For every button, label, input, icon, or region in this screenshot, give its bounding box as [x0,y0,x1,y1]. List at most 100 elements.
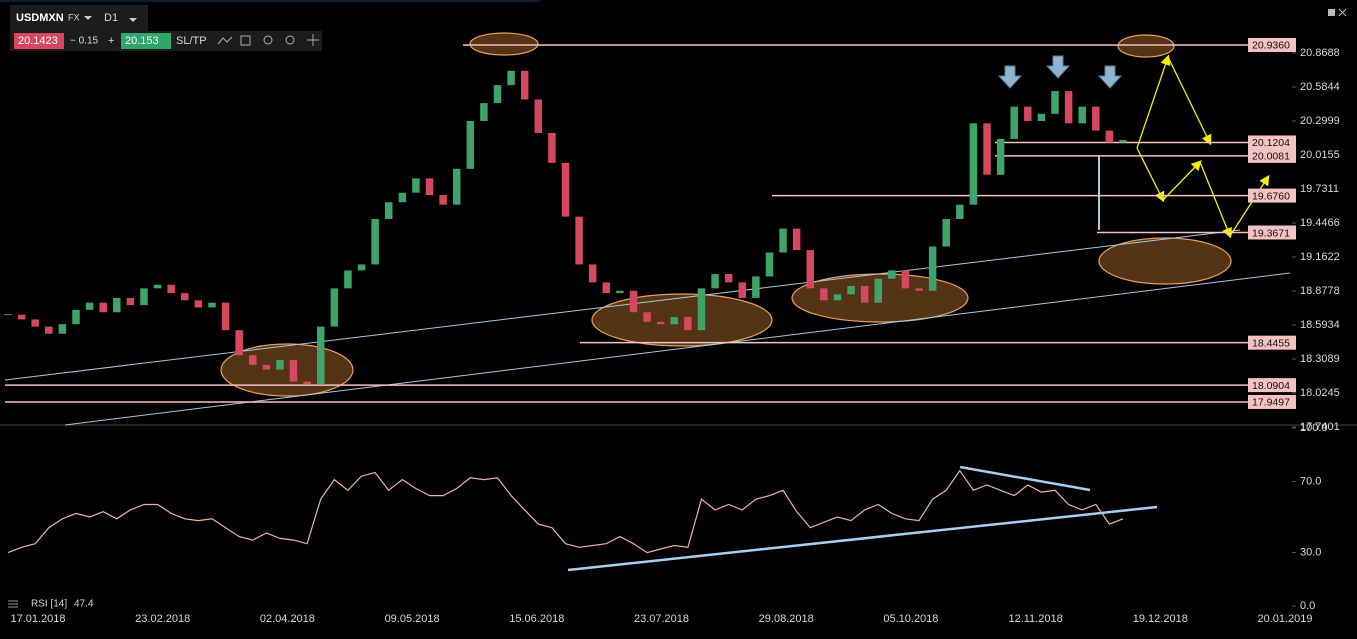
icon[interactable] [285,35,295,45]
candle [1105,130,1114,143]
candle [507,70,515,86]
icon[interactable] [263,35,273,45]
trendline [959,465,1091,492]
ellipse [591,293,773,347]
candle [616,290,624,294]
candle [167,284,175,294]
ask-box[interactable] [121,33,171,49]
icon[interactable] [307,34,319,46]
y-tick-label: 17.7401 [1300,421,1340,433]
y-tick-label: 18.3089 [1300,353,1340,365]
candle [344,270,352,289]
arrow [1229,174,1270,237]
rsi-trendlines [567,465,1158,572]
y-tick-label: 20.5844 [1300,81,1340,93]
y-tick-label: 70.0 [1300,475,1321,487]
tool-icons[interactable] [217,34,319,46]
trendlines [4,155,1291,426]
icon[interactable] [217,36,233,45]
candle [371,219,379,265]
bid[interactable]: 20.1423 [18,35,58,47]
icon[interactable] [8,600,18,608]
candle [58,324,67,334]
trendline [567,505,1158,572]
y-tick-label: 18.0245 [1300,387,1340,399]
y-tick-label: 18.8778 [1300,285,1340,297]
level-label: 19.3671 [1252,227,1290,239]
candle [969,123,978,205]
trendline [4,229,1241,381]
candle [113,297,121,313]
ellipse [469,32,539,56]
panel-menu-icon[interactable] [8,600,18,608]
candle [806,250,814,289]
candle [317,326,325,384]
symbol[interactable]: USDMXN [16,12,64,24]
x-tick-label: 29.08.2018 [759,613,814,625]
candle [738,282,747,298]
candle [439,195,447,205]
level-box [1248,135,1296,150]
candle [833,294,842,301]
candle [1010,106,1018,139]
candle [561,162,570,217]
candle [398,192,407,203]
arrow [1136,147,1165,203]
market: FX [68,12,80,22]
dropdown-icon[interactable] [129,18,137,22]
x-tick-label: 15.06.2018 [509,613,564,625]
candle [874,278,882,303]
candle [820,288,828,301]
candle [670,317,679,325]
candle [888,270,896,279]
candle [602,282,611,294]
toolbar [10,5,148,31]
candle [656,321,665,325]
candle [208,302,216,308]
candle [72,309,80,325]
icon[interactable] [1338,8,1347,17]
ask[interactable]: 20.153 [125,35,159,47]
candle [983,123,991,175]
candle [357,264,366,271]
arrow-icon [1045,55,1071,79]
x-tick-label: 19.12.2018 [1133,613,1188,625]
level-box [1248,148,1296,163]
icon[interactable] [240,35,251,46]
candle [548,132,556,163]
trendline [64,272,1291,426]
x-tick-label: 17.01.2018 [10,613,65,625]
candle [480,103,488,121]
level-label: 20.0081 [1252,151,1290,163]
y-tick-label: 0.0 [1300,600,1315,612]
candle [140,288,148,306]
sltp[interactable]: SL/TP [176,35,207,47]
dropdown-icon[interactable] [84,16,92,20]
down-arrows [997,55,1123,89]
level-box [1248,335,1296,350]
candle [99,302,107,313]
timeframe[interactable]: D1 [104,12,118,24]
candle [276,360,284,370]
candle [901,270,910,289]
candle [235,330,243,356]
level-box [1248,394,1296,409]
window-icons[interactable] [1328,8,1347,17]
candle [45,326,53,334]
candle [181,293,189,301]
level-box [1248,188,1296,203]
icon[interactable] [1328,9,1335,16]
arrow [1162,160,1202,201]
candle [221,302,230,331]
indicator-value: 47.4 [74,599,94,610]
y-tick-label: 19.7311 [1300,183,1339,195]
y-tick-label: 19.4466 [1300,217,1340,229]
bid-box[interactable] [14,33,64,49]
level-box [1248,225,1296,240]
y-tick-label: 20.8688 [1300,47,1340,59]
candle [629,290,638,313]
candle [724,274,733,283]
candle [493,85,502,104]
